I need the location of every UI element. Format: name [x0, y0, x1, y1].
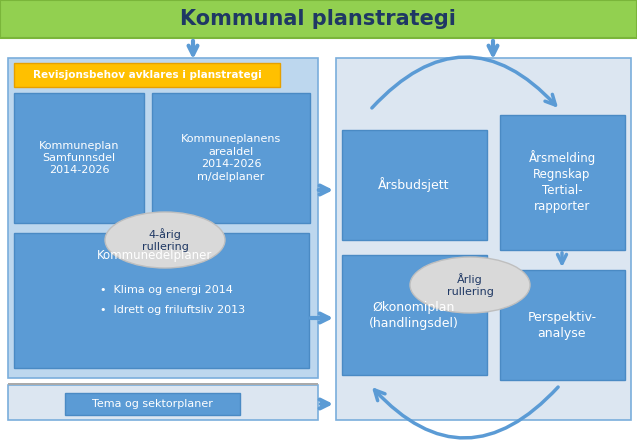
Bar — [14, 63, 280, 87]
Bar — [8, 58, 318, 378]
Text: •  Klima og energi 2014: • Klima og energi 2014 — [100, 285, 233, 295]
Bar — [342, 130, 487, 240]
Text: Kommunal planstrategi: Kommunal planstrategi — [180, 9, 456, 29]
Text: Revisjonsbehov avklares i planstrategi: Revisjonsbehov avklares i planstrategi — [32, 70, 261, 80]
Text: Kommuneplanens
arealdel
2014-2026
m/delplaner: Kommuneplanens arealdel 2014-2026 m/delp… — [181, 135, 281, 181]
FancyArrowPatch shape — [375, 387, 558, 438]
Text: Årsbudsjett: Årsbudsjett — [378, 177, 450, 193]
Text: •  Idrett og friluftsliv 2013: • Idrett og friluftsliv 2013 — [100, 305, 245, 315]
Bar — [152, 93, 310, 223]
Bar — [14, 93, 144, 223]
Bar — [500, 270, 625, 380]
Text: Perspektiv-
analyse: Perspektiv- analyse — [527, 311, 597, 340]
Text: Tema og sektorplaner: Tema og sektorplaner — [92, 399, 212, 409]
Ellipse shape — [105, 212, 225, 268]
Bar — [14, 233, 309, 368]
Text: 4-årig
rullering: 4-årig rullering — [141, 228, 189, 252]
Text: Kommunedelplaner: Kommunedelplaner — [97, 249, 213, 261]
Text: Økonomiplan
(handlingsdel): Økonomiplan (handlingsdel) — [369, 300, 459, 329]
Text: Årsmelding
Regnskap
Tertial-
rapporter: Årsmelding Regnskap Tertial- rapporter — [528, 151, 596, 214]
Bar — [8, 385, 318, 420]
Bar — [342, 255, 487, 375]
Ellipse shape — [410, 257, 530, 313]
Text: Årlig
rullering: Årlig rullering — [447, 273, 494, 297]
Bar — [8, 383, 318, 385]
Bar — [65, 393, 240, 415]
Text: Kommuneplan
Samfunnsdel
2014-2026: Kommuneplan Samfunnsdel 2014-2026 — [39, 141, 119, 175]
Bar — [336, 58, 631, 420]
Bar — [500, 115, 625, 250]
Bar — [0, 0, 637, 38]
FancyArrowPatch shape — [372, 57, 555, 108]
